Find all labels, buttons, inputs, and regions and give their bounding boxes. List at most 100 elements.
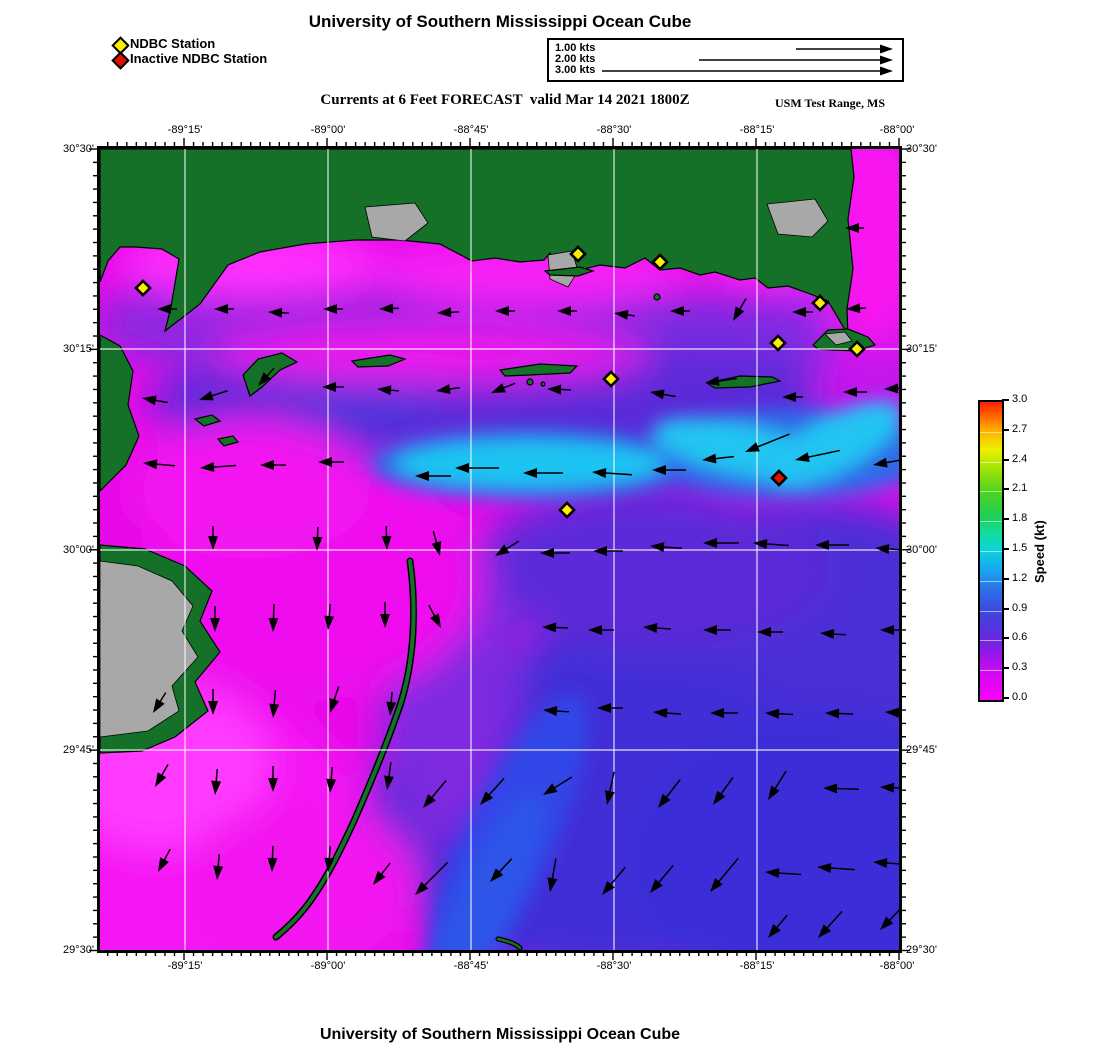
colorbar-tick (1002, 637, 1009, 640)
round-island (653, 293, 661, 301)
x-axis-label-bottom: -88°30' (596, 960, 632, 972)
station-markers (134, 245, 866, 519)
pearl-river-delta (100, 334, 140, 492)
colorbar-level-line (980, 580, 1002, 582)
y-axis-label-left: 30°15' (63, 343, 94, 355)
scale-arrow (602, 66, 893, 76)
current-arrow (324, 604, 335, 630)
legend-label-ndbc: NDBC Station (130, 36, 216, 51)
current-arrow (884, 383, 899, 394)
colorbar-level-line (980, 640, 1002, 642)
colorbar-level-line (980, 521, 1002, 523)
current-arrow (155, 764, 169, 787)
current-arrow (670, 306, 690, 316)
current-arrow (605, 771, 615, 805)
current-arrow (199, 390, 228, 401)
x-axis-label-top: -88°15' (739, 124, 775, 136)
current-arrow (495, 540, 520, 556)
current-arrow (455, 463, 499, 473)
vector-scale-legend: 1.00 kts 2.00 kts 3.00 kts (547, 38, 904, 82)
scale-row-label: 1.00 kts (555, 42, 596, 54)
scale-row-label: 3.00 kts (555, 64, 596, 76)
current-arrow (547, 858, 558, 892)
colorbar-tick (1002, 548, 1009, 550)
page-title: University of Southern Mississippi Ocean… (308, 12, 692, 31)
current-arrow (258, 367, 275, 386)
current-arrow (211, 769, 222, 795)
deer-island (543, 266, 595, 277)
y-axis-label-right: 30°15' (906, 343, 937, 355)
louisiana-marsh-gray (100, 560, 199, 738)
current-arrow (795, 449, 841, 462)
current-arrow (428, 604, 441, 628)
current-arrow (322, 382, 344, 392)
colorbar-tick-label: 3.0 (1012, 393, 1028, 405)
current-arrow (157, 304, 177, 314)
colorbar-tick-label: 0.0 (1012, 691, 1028, 703)
y-axis-label-right: 30°00' (906, 544, 937, 556)
current-arrow (593, 546, 623, 556)
current-arrow (436, 384, 460, 395)
current-arrow (431, 530, 442, 556)
colorbar-level-line (980, 491, 1002, 493)
footer-title: University of Southern Mississippi Ocean… (319, 1026, 681, 1043)
current-arrow (323, 304, 343, 314)
current-arrow (543, 776, 573, 795)
colorbar-tick-label: 0.3 (1012, 661, 1028, 674)
current-arrow (653, 707, 681, 718)
current-arrow (142, 395, 168, 406)
colorbar-level-line (980, 670, 1002, 672)
current-arrow (885, 707, 899, 718)
sand-island (540, 381, 546, 387)
current-arrow (200, 462, 236, 473)
current-arrow (703, 538, 739, 548)
x-axis-label-bottom: -88°00' (879, 960, 915, 972)
current-arrow (260, 460, 286, 470)
x-axis-label-bottom: -89°00' (310, 960, 346, 972)
horn-island-west (498, 363, 579, 377)
current-arrow (547, 384, 572, 395)
current-arrow (329, 686, 340, 713)
current-arrow (268, 307, 290, 318)
current-arrow (153, 692, 167, 713)
ship-island (350, 354, 407, 368)
x-axis-label-top: -88°45' (453, 124, 489, 136)
colorbar-level-line (980, 431, 1002, 433)
current-arrow (873, 456, 899, 468)
current-arrow (792, 307, 813, 317)
chandeleur-islands (272, 557, 523, 950)
colorbar-tick-label: 0.6 (1012, 631, 1028, 644)
x-axis-label-top: -89°15' (167, 124, 203, 136)
range-label: USM Test Range, MS (775, 96, 886, 110)
current-arrow (312, 526, 323, 551)
colorbar-title: Speed (kt) (1032, 520, 1047, 584)
current-arrow (490, 858, 513, 882)
ndbc-station-marker (569, 245, 587, 263)
current-arrow (880, 625, 899, 635)
current-arrow (543, 705, 569, 716)
current-arrow (768, 770, 787, 800)
gulfport-marsh (364, 202, 429, 242)
current-arrow (880, 782, 899, 793)
horn-island-east (705, 375, 782, 389)
current-arrow (588, 625, 614, 635)
land-masses (100, 149, 877, 754)
current-arrow (267, 845, 278, 872)
colorbar-tick-label: 1.5 (1012, 542, 1028, 554)
ndbc-station-marker (134, 279, 152, 297)
current-arrow (158, 848, 171, 872)
x-axis-label-bottom: -88°15' (739, 960, 775, 972)
current-arrow (820, 628, 846, 639)
inactive-ndbc-station-marker (770, 469, 788, 487)
current-arrow (326, 767, 337, 793)
current-arrow (650, 389, 676, 400)
colorbar-tick (1002, 399, 1009, 401)
current-arrow (843, 387, 867, 397)
ndbc-station-marker (602, 370, 620, 388)
current-arrow (491, 382, 516, 393)
current-vector-field (142, 223, 899, 938)
colorbar-tick-label: 2.4 (1012, 452, 1028, 465)
y-axis-label-right: 29°30' (906, 944, 937, 956)
current-arrow (377, 385, 399, 396)
current-arrow (713, 777, 734, 805)
